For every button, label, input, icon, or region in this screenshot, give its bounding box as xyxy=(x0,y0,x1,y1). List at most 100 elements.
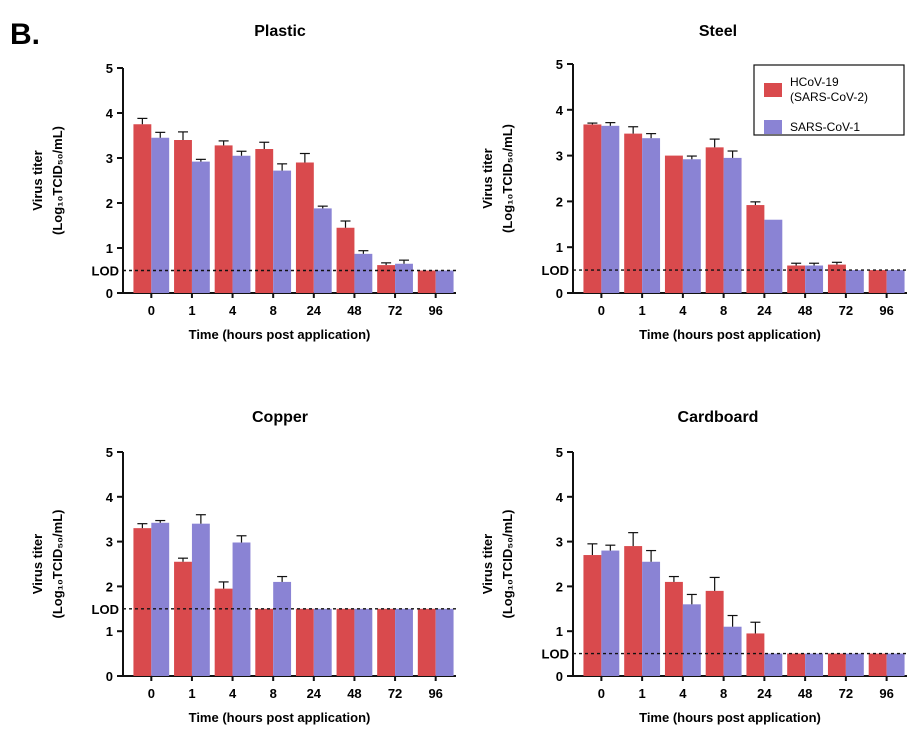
x-tick-label: 48 xyxy=(798,686,812,701)
bar-sarscov1-72h xyxy=(395,608,413,676)
bar-sarscov1-0h xyxy=(151,137,170,293)
bar-sarscov1-96h xyxy=(886,653,905,676)
bar-hcov19-72h xyxy=(377,265,396,293)
bar-hcov19-0h xyxy=(583,555,602,676)
x-tick-label: 0 xyxy=(598,303,605,318)
y-tick-label: 5 xyxy=(106,61,113,76)
y-axis-label-units: (Log₁₀TCID₅₀/mL) xyxy=(50,510,65,619)
legend-swatch-1 xyxy=(764,83,782,97)
y-axis-label: Virus titer xyxy=(480,148,495,208)
bar-hcov19-72h xyxy=(827,653,846,676)
bar-hcov19-96h xyxy=(868,653,887,676)
y-tick-label: 0 xyxy=(556,669,563,684)
x-tick-label: 0 xyxy=(148,686,155,701)
y-tick-label: 2 xyxy=(556,194,563,209)
bar-hcov19-8h xyxy=(705,147,724,293)
bar-hcov19-96h xyxy=(417,608,436,676)
bar-hcov19-72h xyxy=(377,608,396,676)
x-tick-label: 72 xyxy=(839,686,853,701)
bar-hcov19-48h xyxy=(336,227,355,293)
bar-sarscov1-1h xyxy=(191,523,210,676)
x-tick-label: 1 xyxy=(639,303,646,318)
bar-hcov19-24h xyxy=(295,162,314,293)
bar-hcov19-48h xyxy=(787,265,806,293)
chart-panel-plastic: Plastic Virus titer (Log₁₀TCID₅₀/mL) 0 1 2 3 4 5… xyxy=(30,23,456,342)
bar-sarscov1-96h xyxy=(435,608,454,676)
x-tick-label: 8 xyxy=(270,303,277,318)
x-axis-label: Time (hours post application) xyxy=(639,710,821,725)
bar-hcov19-96h xyxy=(868,270,887,293)
bar-hcov19-8h xyxy=(255,608,274,676)
y-tick-label: 3 xyxy=(556,535,563,550)
bar-sarscov1-1h xyxy=(642,138,661,293)
y-tick-label: 3 xyxy=(106,535,113,550)
x-tick-label: 24 xyxy=(757,686,772,701)
bar-sarscov1-8h xyxy=(273,170,292,293)
chart-title: Steel xyxy=(699,23,737,40)
bar-sarscov1-48h xyxy=(354,253,373,293)
bar-sarscov1-72h xyxy=(395,263,413,293)
chart-panel-cardboard: Cardboard Virus titer (Log₁₀TCID₅₀/mL) 0 1 2 3… xyxy=(480,409,907,725)
bar-hcov19-8h xyxy=(255,149,274,293)
y-tick-label: 4 xyxy=(106,490,114,505)
bar-sarscov1-0h xyxy=(601,125,620,293)
x-tick-label: 1 xyxy=(188,303,195,318)
bar-hcov19-0h xyxy=(133,124,152,293)
y-tick-label: 0 xyxy=(106,286,113,301)
x-tick-label: 8 xyxy=(270,686,277,701)
bar-sarscov1-0h xyxy=(151,522,170,676)
bar-sarscov1-0h xyxy=(601,550,620,676)
chart-title: Copper xyxy=(252,409,308,426)
x-tick-label: 96 xyxy=(428,686,442,701)
bar-hcov19-1h xyxy=(624,546,643,676)
x-tick-label: 24 xyxy=(307,303,322,318)
bar-hcov19-96h xyxy=(417,270,436,293)
x-tick-label: 4 xyxy=(229,303,237,318)
x-tick-label: 72 xyxy=(388,686,402,701)
y-tick-label: 5 xyxy=(556,57,563,72)
bar-hcov19-72h xyxy=(827,264,846,293)
x-tick-label: 72 xyxy=(388,303,402,318)
bar-sarscov1-72h xyxy=(845,270,864,293)
bar-sarscov1-48h xyxy=(805,653,824,676)
y-tick-label: 5 xyxy=(106,445,113,460)
x-tick-label: 0 xyxy=(148,303,155,318)
y-axis-label-units: (Log₁₀TCID₅₀/mL) xyxy=(50,126,65,235)
chart-panel-copper: Copper Virus titer (Log₁₀TCID₅₀/mL) 0 1 2 3 4 5 0… xyxy=(30,409,456,725)
legend: HCoV-19(SARS-CoV-2) SARS-CoV-1 xyxy=(753,64,905,136)
y-tick-label: 4 xyxy=(556,490,564,505)
bar-hcov19-24h xyxy=(746,633,765,676)
y-tick-label: 5 xyxy=(556,445,563,460)
y-axis-label-units: (Log₁₀TCID₅₀/mL) xyxy=(500,510,515,619)
x-tick-label: 24 xyxy=(307,686,322,701)
bar-sarscov1-8h xyxy=(723,626,742,676)
chart-grid: Plastic Virus titer (Log₁₀TCID₅₀/mL) 0 1 2 3 4 5… xyxy=(30,23,907,725)
bar-hcov19-8h xyxy=(705,590,724,676)
y-axis-label: Virus titer xyxy=(30,534,45,594)
x-tick-label: 4 xyxy=(679,303,687,318)
y-tick-label: 2 xyxy=(556,579,563,594)
x-tick-label: 1 xyxy=(188,686,195,701)
panel-letter: B. xyxy=(10,18,40,51)
bar-hcov19-4h xyxy=(214,588,233,676)
bar-sarscov1-8h xyxy=(723,157,742,293)
bar-sarscov1-8h xyxy=(273,581,292,676)
x-tick-label: 96 xyxy=(428,303,442,318)
x-tick-label: 8 xyxy=(720,686,727,701)
lod-label: LOD xyxy=(92,264,119,279)
x-tick-label: 4 xyxy=(679,686,687,701)
bar-hcov19-4h xyxy=(664,155,683,293)
bar-hcov19-48h xyxy=(787,653,806,676)
bar-hcov19-1h xyxy=(624,133,643,293)
y-tick-label: 1 xyxy=(556,624,563,639)
bar-hcov19-4h xyxy=(664,581,683,676)
bar-hcov19-1h xyxy=(174,561,192,676)
y-tick-label: 1 xyxy=(106,624,113,639)
lod-label: LOD xyxy=(542,263,569,278)
x-tick-label: 96 xyxy=(879,303,893,318)
y-tick-label: 4 xyxy=(106,106,114,121)
bar-sarscov1-4h xyxy=(232,155,251,293)
bar-sarscov1-4h xyxy=(682,604,701,676)
y-axis-label-units: (Log₁₀TCID₅₀/mL) xyxy=(500,124,515,233)
